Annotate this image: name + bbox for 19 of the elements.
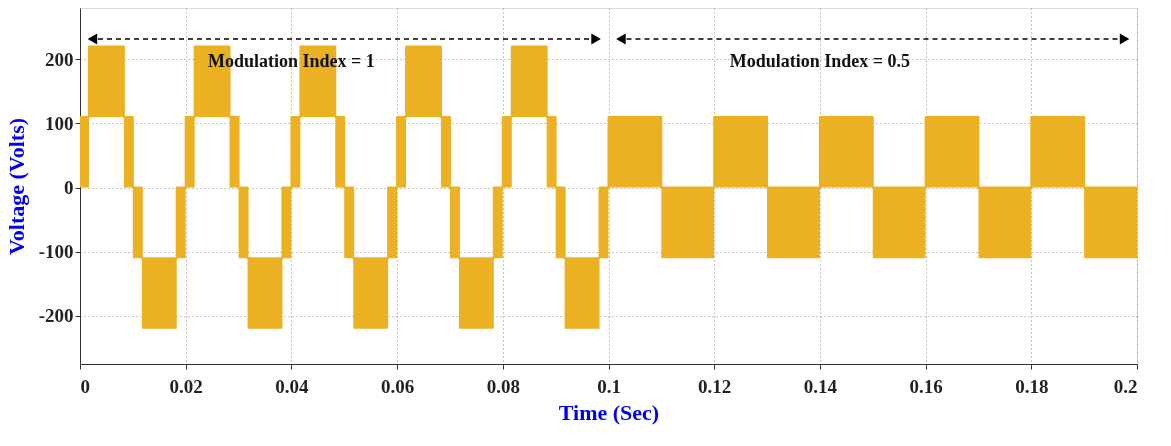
x-tick-label: 0.14 bbox=[803, 375, 838, 397]
x-tick-label: 0.1 bbox=[597, 375, 621, 397]
y-tick-label: -200 bbox=[38, 305, 74, 327]
x-tick-label: 0.02 bbox=[169, 375, 203, 397]
x-tick-label: 0 bbox=[80, 375, 90, 397]
x-tick-label: 0.18 bbox=[1015, 375, 1049, 397]
x-tick-label: 0.08 bbox=[486, 375, 520, 397]
x-tick-label: 0.16 bbox=[909, 375, 943, 397]
x-tick-label: 0.04 bbox=[275, 375, 310, 397]
x-axis-title: Time (Sec) bbox=[558, 399, 660, 425]
x-tick-label: 0.12 bbox=[698, 375, 732, 397]
y-axis-title: Voltage (Volts) bbox=[3, 117, 29, 256]
y-tick-label: 200 bbox=[45, 48, 74, 70]
y-tick-label: 100 bbox=[45, 112, 74, 134]
y-tick-label: 0 bbox=[64, 177, 74, 199]
annotation: Modulation Index = 0.5 bbox=[729, 51, 911, 71]
x-tick-label: 0.2 bbox=[1113, 375, 1138, 397]
x-tick-label: 0.06 bbox=[380, 375, 415, 397]
y-tick-label: -100 bbox=[38, 241, 74, 263]
